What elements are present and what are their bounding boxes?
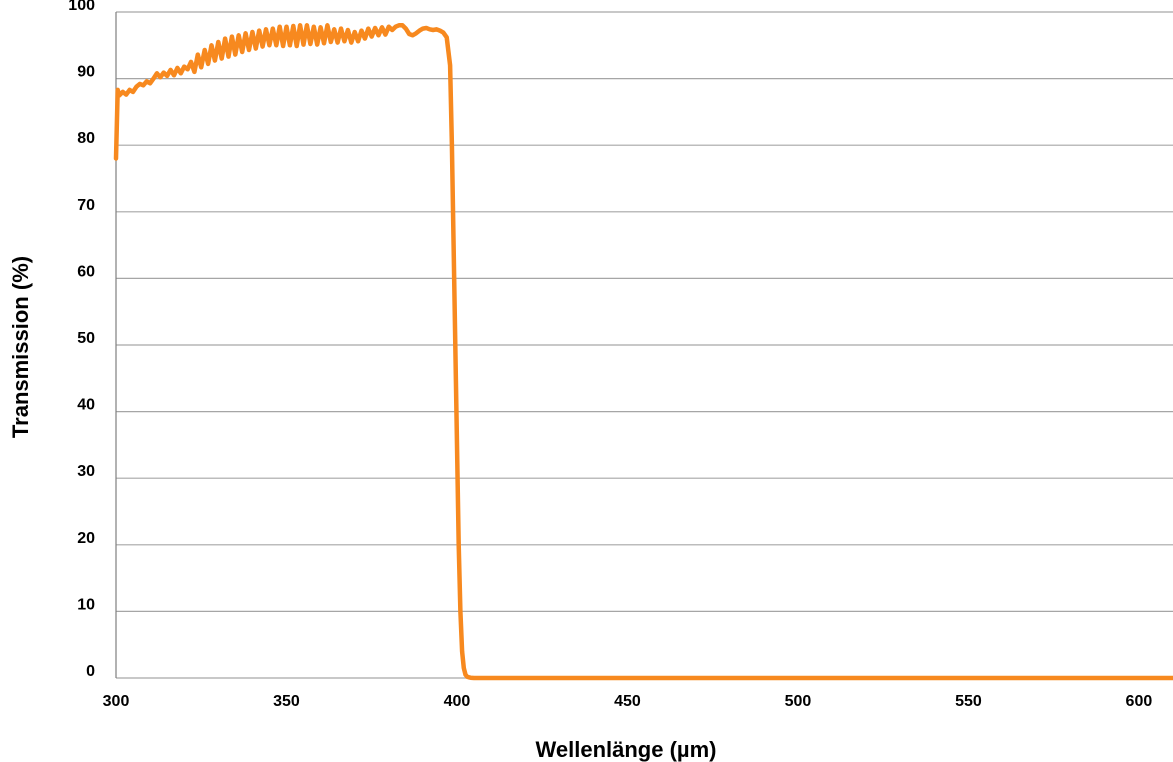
x-tick-label: 500: [785, 693, 812, 710]
x-axis-title: Wellenlänge (µm): [536, 737, 717, 762]
x-tick-label: 550: [955, 693, 982, 710]
y-tick-label: 100: [68, 0, 95, 14]
x-tick-label: 300: [103, 693, 130, 710]
x-tick-label: 350: [273, 693, 300, 710]
y-tick-label: 40: [77, 397, 95, 414]
series-line-transmission: [113, 23, 1173, 681]
x-tick-labels: 300 350 400 450 500 550 600: [103, 693, 1153, 710]
x-tick-label: 450: [614, 693, 641, 710]
y-tick-labels: 0 10 20 30 40 50 60 70 80 90 100: [68, 0, 95, 680]
x-tick-label: 400: [444, 693, 471, 710]
y-tick-label: 20: [77, 530, 95, 547]
gridlines: [116, 11, 1173, 679]
y-tick-label: 50: [77, 330, 95, 347]
y-tick-label: 70: [77, 197, 95, 214]
y-tick-label: 30: [77, 463, 95, 480]
y-tick-label: 80: [77, 130, 95, 147]
y-tick-label: 90: [77, 64, 95, 81]
y-axis-title: Transmission (%): [8, 256, 33, 438]
series-layer: [113, 23, 1173, 681]
y-tick-label: 0: [86, 663, 95, 680]
x-tick-label: 600: [1126, 693, 1153, 710]
y-tick-label: 60: [77, 263, 95, 280]
y-tick-label: 10: [77, 596, 95, 613]
